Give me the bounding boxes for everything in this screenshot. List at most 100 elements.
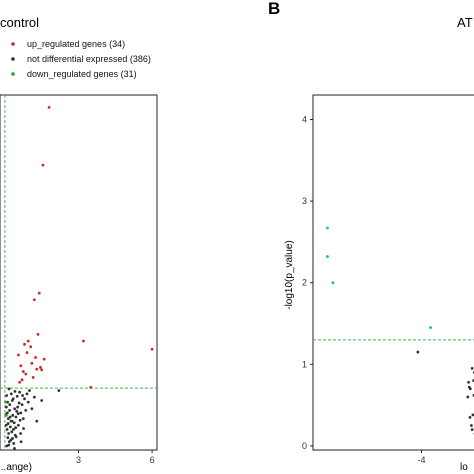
point-up xyxy=(16,353,20,357)
point-not xyxy=(23,397,26,401)
point-up xyxy=(39,366,42,369)
panel-b-plot-frame xyxy=(312,94,474,451)
point-up xyxy=(41,163,45,167)
point-up xyxy=(36,333,40,336)
point-not xyxy=(16,405,20,409)
point-not xyxy=(9,392,13,396)
point-up xyxy=(21,370,25,373)
point-not xyxy=(14,415,18,419)
point-not xyxy=(19,432,23,435)
x-tick-label: 3 xyxy=(76,455,81,465)
y-tick-label: 0 xyxy=(302,441,307,451)
point-not xyxy=(470,424,473,427)
point-not xyxy=(6,400,10,404)
point-not xyxy=(8,425,12,429)
panel-a-x-axis-label: ...ange) xyxy=(0,462,32,473)
point-up xyxy=(40,368,44,372)
panel-a-plot-frame xyxy=(0,94,158,451)
point-not xyxy=(5,427,9,431)
point-not xyxy=(471,413,474,417)
point-not xyxy=(6,422,10,425)
point-not xyxy=(22,427,25,430)
point-not xyxy=(8,415,12,419)
x-tick-label: 6 xyxy=(150,455,155,465)
point-down xyxy=(331,281,335,285)
point-not xyxy=(28,389,31,392)
point-up xyxy=(29,345,33,349)
point-up xyxy=(34,356,37,359)
point-not xyxy=(11,437,14,440)
point-not xyxy=(18,418,22,422)
point-not xyxy=(6,436,10,440)
point-down xyxy=(4,400,8,404)
y-tick-label: 2 xyxy=(302,278,307,288)
legend-marker-down xyxy=(11,72,15,76)
point-not xyxy=(19,440,23,444)
point-not xyxy=(32,395,36,399)
point-not xyxy=(16,412,20,416)
point-not xyxy=(21,394,24,397)
point-not xyxy=(7,443,11,447)
point-down xyxy=(429,326,432,329)
point-not xyxy=(8,408,11,412)
x-tick-label: -4 xyxy=(418,455,426,465)
point-up xyxy=(35,367,39,371)
point-up xyxy=(150,347,154,351)
panel-a-title: control xyxy=(0,15,39,30)
point-not xyxy=(416,350,420,354)
point-not xyxy=(4,423,8,427)
point-not xyxy=(16,423,20,427)
panel-b-x-axis-label: lo xyxy=(460,462,468,473)
point-not xyxy=(10,419,14,423)
point-not xyxy=(19,411,23,415)
point-not xyxy=(7,387,11,391)
point-not xyxy=(25,392,29,396)
y-tick-label: 1 xyxy=(302,359,307,369)
point-up xyxy=(89,385,93,389)
legend-label-not: not differential expressed (386) xyxy=(27,54,151,64)
point-not xyxy=(35,419,39,423)
panel-b-letter: B xyxy=(268,0,280,18)
point-not xyxy=(18,390,22,394)
point-not xyxy=(470,428,474,431)
point-not xyxy=(12,441,16,445)
point-not xyxy=(470,366,474,370)
point-not xyxy=(57,389,61,392)
point-not xyxy=(7,432,10,435)
point-not xyxy=(10,430,14,434)
panel-b-y-axis-label: -log10(p_value) xyxy=(284,240,295,310)
point-up xyxy=(47,105,51,109)
legend: up_regulated genes (34) not differential … xyxy=(11,39,151,79)
point-not xyxy=(12,421,16,425)
point-up xyxy=(23,342,26,346)
point-not xyxy=(14,435,18,439)
point-not xyxy=(13,389,17,393)
point-up xyxy=(24,372,28,376)
legend-marker-not xyxy=(11,57,15,61)
point-up xyxy=(25,351,29,354)
point-up xyxy=(26,339,30,343)
legend-label-down: down_regulated genes (31) xyxy=(27,69,137,79)
point-not xyxy=(467,385,471,389)
point-not xyxy=(40,399,44,402)
point-up xyxy=(18,380,22,384)
point-not xyxy=(17,401,21,405)
point-not xyxy=(13,446,16,450)
point-down xyxy=(4,413,8,417)
point-not xyxy=(20,403,24,406)
point-up xyxy=(82,339,85,343)
point-not xyxy=(21,417,25,421)
panel-b-title: AT xyxy=(457,15,473,30)
point-not xyxy=(468,415,472,419)
point-not xyxy=(26,400,30,404)
point-not xyxy=(13,407,17,411)
point-up xyxy=(32,298,36,302)
point-not xyxy=(467,380,470,384)
point-not xyxy=(5,394,9,397)
point-up xyxy=(37,291,41,295)
panel-b: B AT 0 1 2 3 4 -4 -log10(p_value) lo xyxy=(268,0,474,473)
point-up xyxy=(31,375,35,379)
point-not xyxy=(466,395,470,399)
point-not xyxy=(24,408,28,412)
